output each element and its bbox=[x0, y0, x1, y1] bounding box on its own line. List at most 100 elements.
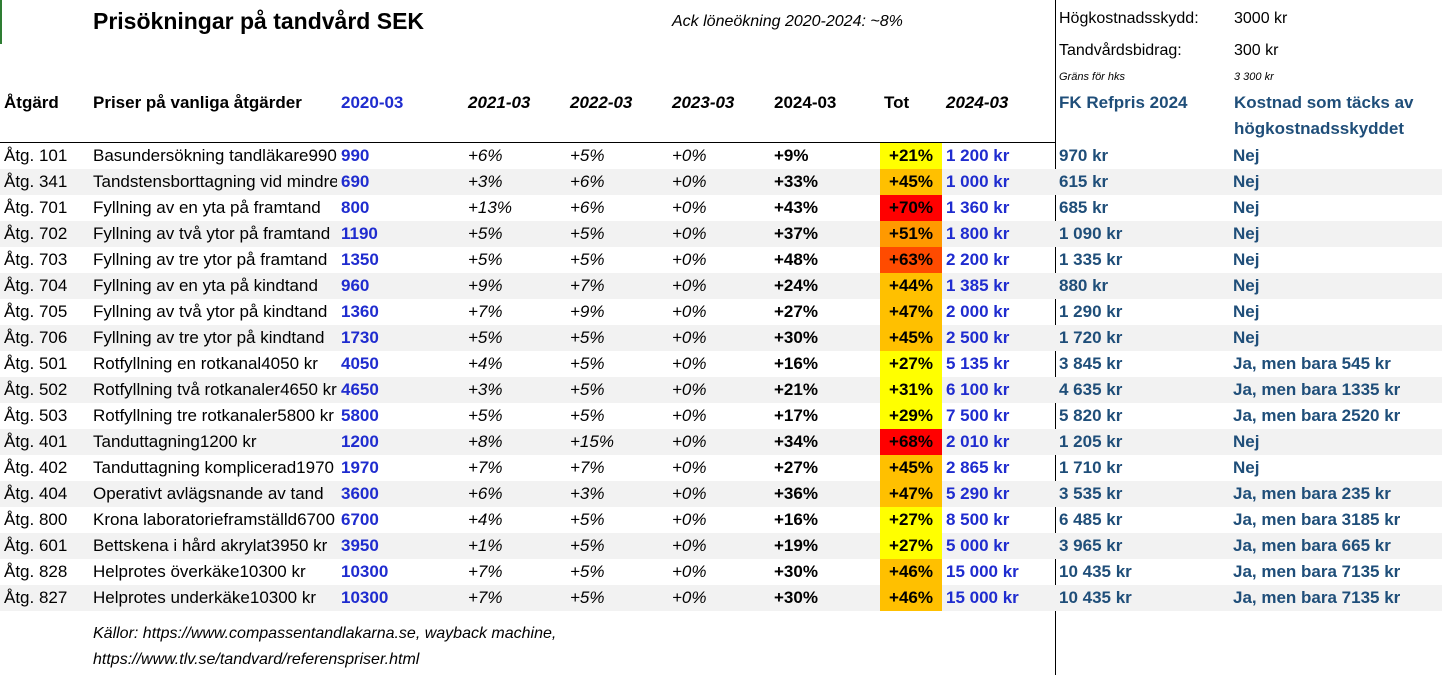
row-total-change: +45% bbox=[880, 169, 942, 195]
row-hk-coverage: Nej bbox=[1233, 146, 1260, 165]
row-total-change: +63% bbox=[880, 247, 942, 273]
row-total-change: +31% bbox=[880, 377, 942, 403]
row-change-2024: +21% bbox=[774, 380, 818, 399]
row-hk-coverage: Nej bbox=[1233, 224, 1260, 243]
row-fk-refpris: 10 435 kr bbox=[1059, 588, 1132, 607]
grans-label: Gräns för hks bbox=[1059, 71, 1126, 83]
row-price-2024: 2 500 kr bbox=[946, 328, 1010, 347]
row-code: Åtg. 503 bbox=[4, 406, 68, 425]
row-code: Åtg. 401 bbox=[4, 432, 68, 451]
row-change-2024: +17% bbox=[774, 406, 818, 425]
row-fk-refpris: 1 090 kr bbox=[1059, 224, 1123, 243]
row-price-2024: 6 100 kr bbox=[946, 380, 1010, 399]
row-change-2023: +0% bbox=[672, 302, 707, 321]
row-fk-refpris: 4 635 kr bbox=[1059, 380, 1123, 399]
row-change-2021: +7% bbox=[468, 588, 503, 607]
row-fk-refpris: 3 965 kr bbox=[1059, 536, 1123, 555]
row-price-2020: 690 bbox=[341, 172, 370, 191]
row-change-2023: +0% bbox=[672, 146, 707, 165]
row-total-change: +29% bbox=[880, 403, 942, 429]
row-price-2020: 1360 bbox=[341, 302, 379, 321]
table-row: Åtg. 828 Helprotes överkäke10300 kr 10300 +… bbox=[0, 559, 1442, 585]
row-change-2023: +0% bbox=[672, 562, 707, 581]
row-change-2024: +27% bbox=[774, 302, 818, 321]
sources-line-2: https://www.tlv.se/tandvard/referenspris… bbox=[93, 651, 420, 668]
row-code: Åtg. 800 bbox=[4, 510, 68, 529]
row-name: Helprotes överkäke10300 kr bbox=[93, 562, 306, 581]
row-name: Tanduttagning komplicerad1970 kr bbox=[93, 458, 337, 477]
row-hk-coverage: Ja, men bara 3185 kr bbox=[1233, 510, 1401, 529]
row-price-2020: 3950 bbox=[341, 536, 379, 555]
sources-line-1: Källor: https://www.compassentandlakarna… bbox=[93, 625, 557, 642]
row-price-2020: 4650 bbox=[341, 380, 379, 399]
row-change-2021: +9% bbox=[468, 276, 503, 295]
row-price-2020: 1200 bbox=[341, 432, 379, 451]
row-total-change: +46% bbox=[880, 559, 942, 585]
row-name: Fyllning av en yta på framtand bbox=[93, 198, 321, 217]
row-change-2023: +0% bbox=[672, 380, 707, 399]
header-hk-line2: högkostnadsskyddet bbox=[1234, 119, 1405, 138]
row-change-2024: +43% bbox=[774, 198, 818, 217]
row-fk-refpris: 1 720 kr bbox=[1059, 328, 1123, 347]
table-row: Åtg. 402 Tanduttagning komplicerad1970 kr… bbox=[0, 455, 1442, 481]
row-name: Bettskena i hård akrylat3950 kr bbox=[93, 536, 328, 555]
row-change-2021: +4% bbox=[468, 354, 503, 373]
row-change-2022: +5% bbox=[570, 250, 605, 269]
row-fk-refpris: 3 845 kr bbox=[1059, 354, 1123, 373]
row-change-2021: +4% bbox=[468, 510, 503, 529]
row-change-2021: +7% bbox=[468, 562, 503, 581]
table-row: Åtg. 501 Rotfyllning en rotkanal4050 kr 40… bbox=[0, 351, 1442, 377]
row-price-2020: 4050 bbox=[341, 354, 379, 373]
table-row: Åtg. 401 Tanduttagning1200 kr 1200 +8% +15% +… bbox=[0, 429, 1442, 455]
row-change-2023: +0% bbox=[672, 198, 707, 217]
bidrag-label: Tandvårdsbidrag: bbox=[1059, 42, 1182, 59]
row-change-2021: +3% bbox=[468, 172, 503, 191]
header-tot: Tot bbox=[884, 93, 910, 112]
row-change-2021: +5% bbox=[468, 328, 503, 347]
table-row: Åtg. 705 Fyllning av två ytor på kindtand… bbox=[0, 299, 1442, 325]
header-2021: 2021-03 bbox=[468, 93, 531, 112]
row-change-2023: +0% bbox=[672, 510, 707, 529]
row-change-2022: +3% bbox=[570, 484, 605, 503]
row-change-2024: +27% bbox=[774, 458, 818, 477]
row-hk-coverage: Nej bbox=[1233, 302, 1260, 321]
row-name: Fyllning av två ytor på framtand bbox=[93, 224, 331, 243]
row-name: Rotfyllning två rotkanaler4650 kr bbox=[93, 380, 337, 399]
header-divider bbox=[0, 142, 1055, 143]
row-price-2020: 1190 bbox=[341, 224, 378, 243]
row-change-2021: +13% bbox=[468, 198, 512, 217]
row-total-change: +45% bbox=[880, 325, 942, 351]
row-fk-refpris: 5 820 kr bbox=[1059, 406, 1123, 425]
row-change-2023: +0% bbox=[672, 484, 707, 503]
row-total-change: +46% bbox=[880, 585, 942, 611]
row-code: Åtg. 828 bbox=[4, 562, 68, 581]
row-hk-coverage: Nej bbox=[1233, 432, 1260, 451]
row-price-2020: 10300 bbox=[341, 588, 389, 607]
row-price-2020: 960 bbox=[341, 276, 370, 295]
row-hk-coverage: Nej bbox=[1233, 172, 1260, 191]
row-change-2024: +33% bbox=[774, 172, 818, 191]
row-change-2022: +6% bbox=[570, 198, 605, 217]
header-code: Åtgärd bbox=[4, 93, 59, 112]
row-change-2023: +0% bbox=[672, 224, 707, 243]
row-code: Åtg. 827 bbox=[4, 588, 68, 607]
row-price-2024: 2 000 kr bbox=[946, 302, 1010, 321]
row-change-2022: +5% bbox=[570, 510, 605, 529]
row-total-change: +68% bbox=[880, 429, 942, 455]
row-change-2022: +5% bbox=[570, 406, 605, 425]
table-row: Åtg. 703 Fyllning av tre ytor på framtand… bbox=[0, 247, 1442, 273]
table-row: Åtg. 601 Bettskena i hård akrylat3950 kr 3… bbox=[0, 533, 1442, 559]
row-change-2024: +16% bbox=[774, 510, 818, 529]
row-price-2024: 1 000 kr bbox=[946, 172, 1010, 191]
row-change-2024: +34% bbox=[774, 432, 818, 451]
row-price-2020: 990 bbox=[341, 146, 370, 165]
row-hk-coverage: Ja, men bara 7135 kr bbox=[1233, 562, 1401, 581]
row-name: Rotfyllning en rotkanal4050 kr bbox=[93, 354, 318, 373]
row-change-2022: +5% bbox=[570, 354, 605, 373]
row-hk-coverage: Ja, men bara 2520 kr bbox=[1233, 406, 1401, 425]
row-code: Åtg. 601 bbox=[4, 536, 68, 555]
table-row: Åtg. 503 Rotfyllning tre rotkanaler5800 k… bbox=[0, 403, 1442, 429]
row-price-2024: 15 000 kr bbox=[946, 588, 1019, 607]
row-fk-refpris: 970 kr bbox=[1059, 146, 1109, 165]
grans-value: 3 300 kr bbox=[1234, 71, 1274, 83]
